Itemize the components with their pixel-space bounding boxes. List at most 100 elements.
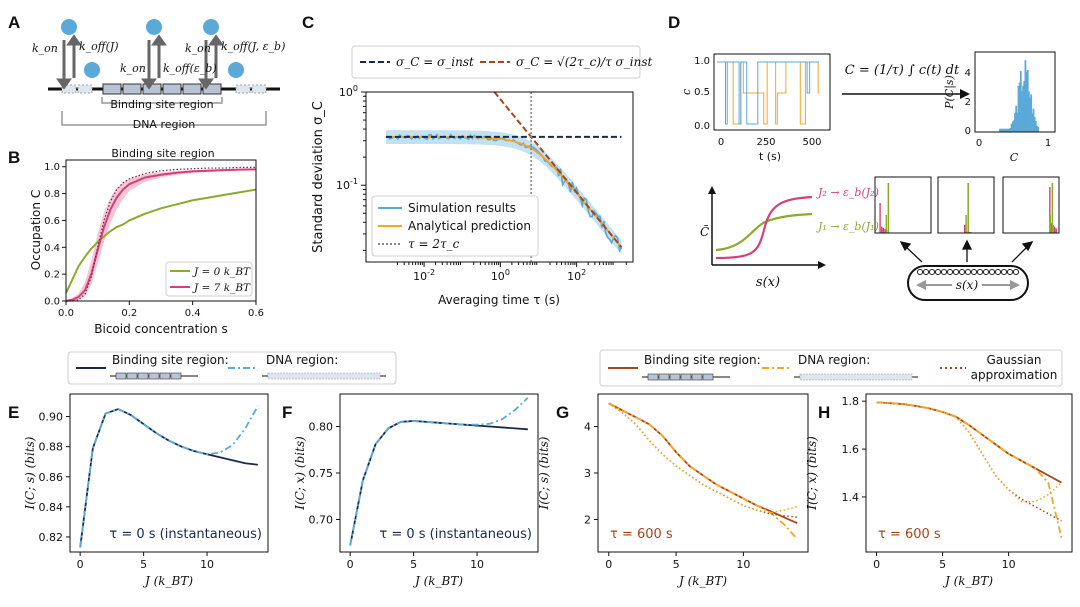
ts-ytick: 0.5 [694,87,710,98]
histogram-bar [1008,128,1011,132]
label-k-off-eb: k_off(ε_b) [163,62,217,75]
ts-ylabel: c [680,89,693,95]
legend-label-gauss-line1: Gaussian [986,353,1041,367]
chart-b-xlabel: Bicoid concentration s [94,322,227,336]
hist-ytick: 4 [965,68,971,79]
nucleus [952,268,960,276]
panel-label-a: A [8,13,20,32]
annotation: τ = 600 s [610,527,673,542]
nucleus [976,268,984,276]
nucleus [994,268,1002,276]
histogram-bar [1027,91,1030,132]
dna-site [251,84,267,94]
y-tick-label: 0.75 [309,467,334,480]
x-tick-label: 10 [736,558,750,571]
small-hist-frame [874,176,932,234]
timeseries-orange [717,61,819,125]
binding-site [182,83,202,95]
x-tick-label: 10 [1002,558,1016,571]
y-tick-label: 3 [584,467,591,480]
axis-arrow-up-icon [708,186,716,194]
nucleus [934,268,942,276]
histogram-bar [1018,82,1021,132]
dna-region-label: DNA region [133,118,196,131]
small-hist-bar-pink [1053,226,1056,233]
chart-b: Binding site region 0.0 0.2 0.4 0.6 0.0 0.2 0.… [29,147,264,336]
histogram-bar [1003,128,1006,132]
nucleus [940,268,948,276]
small-hist-bar-green [967,183,969,233]
histogram-bar [1002,128,1005,132]
chart-c-top-legend [351,45,641,79]
hist-xtick: 1 [1045,138,1051,149]
panel-label-c: C [302,13,314,32]
axis-arrow-right-icon [1010,280,1020,290]
x-tick-label: 10-2 [413,268,435,283]
small-hist-bar-green [885,215,887,233]
histogram-bar [1011,121,1014,132]
series-line-0 [65,188,257,294]
x-tick-label: 5 [939,558,946,571]
tf-molecule [228,62,244,78]
timeseries-blue [717,61,819,125]
chart-c-ylabel: Standard deviation σ_C [311,101,326,253]
histogram-bar [1031,113,1034,132]
chart-frame [69,393,269,553]
histogram-bar [1016,112,1019,132]
y-tick-label: 0.4 [44,243,60,254]
nucleus [1000,268,1008,276]
y-tick-label: 1.6 [842,443,860,456]
x-tick-label: 0 [873,558,880,571]
arrow-down-icon [198,78,214,90]
arrow-icon [961,239,973,250]
histogram-bar [1023,81,1026,132]
series-line-3 [608,402,798,514]
panel-a-schematic: k_on k_off(J) k_on k_off(ε_b) k_on k_off… [32,19,285,131]
legend-gh: Binding site region: DNA region: Gaussia… [599,349,1063,387]
y-tick-label: 0.8 [44,189,60,200]
panel-label-f: F [282,403,292,422]
panel-label-b: B [8,148,20,167]
small-hist-bar-green [1049,215,1051,233]
series-line-1 [608,402,798,540]
panel-label-g: G [556,403,569,422]
x-tick-label: 0.6 [248,308,264,319]
y-tick-label: 0.84 [39,501,64,514]
embryo-axis-label: s(x) [956,278,979,292]
arrow-right-icon [960,89,970,99]
series-line-1 [349,397,529,546]
label-k-off-j-eb: k_off(J, ε_b) [221,40,285,53]
small-hist-bar-pink [964,225,966,233]
histogram-bar [1000,128,1003,132]
small-hist-bar-green [1051,183,1054,233]
histogram-bar [1014,112,1016,132]
nucleus [1006,268,1014,276]
ts-xlabel: t (s) [759,150,781,163]
x-tick-label: 5 [140,558,147,571]
series-line-2 [876,401,1062,522]
histogram-bar [1036,125,1038,132]
y-tick-label: 0.82 [39,531,64,544]
legend-label-averaging: σ_C = √(2τ_c)/τ σ_inst [516,55,652,69]
small-hist-bar-pink [968,231,971,233]
dna-site [61,84,77,94]
tf-molecule [84,62,100,78]
legend-label-tau: τ = 2τ_c [408,237,460,251]
x-tick-label: 10 [200,558,214,571]
x-tick-label: 0 [605,558,612,571]
histogram-bar [1019,71,1022,132]
y-tick-label: 1.4 [842,491,860,504]
sigmoid-curve-j2 [715,195,813,260]
series-line-0 [876,401,1062,484]
y-tick-label: 0.88 [39,441,64,454]
legend-label-dna: DNA region: [266,353,338,367]
chart-g: 0 5 10 2 3 4 J (k_BT) I(C; s) (bits) τ = 600 s [537,393,809,588]
arrow-icon [899,241,912,252]
small-hist-bar-pink [1050,223,1053,233]
y-axis-label: I(C; x) (bits) [293,436,307,511]
y-tick-label: 10-1 [336,177,358,192]
chart-b-frame [65,159,257,302]
legend-label-gauss-line2: approximation [971,368,1058,382]
y-tick-label: 100 [339,84,358,99]
